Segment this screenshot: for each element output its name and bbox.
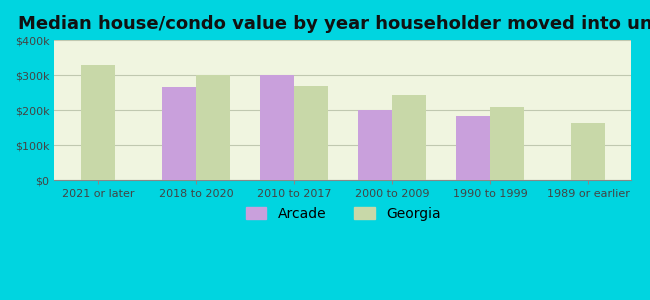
Bar xyxy=(81,64,115,180)
Bar xyxy=(456,116,490,180)
Bar xyxy=(490,107,525,180)
Bar xyxy=(196,75,230,180)
Bar xyxy=(392,95,426,180)
Bar xyxy=(358,110,392,180)
Bar xyxy=(259,75,294,180)
Legend: Arcade, Georgia: Arcade, Georgia xyxy=(240,201,446,226)
Bar xyxy=(571,123,605,180)
Bar xyxy=(162,87,196,180)
Title: Median house/condo value by year householder moved into unit: Median house/condo value by year househo… xyxy=(18,15,650,33)
Bar xyxy=(294,86,328,180)
